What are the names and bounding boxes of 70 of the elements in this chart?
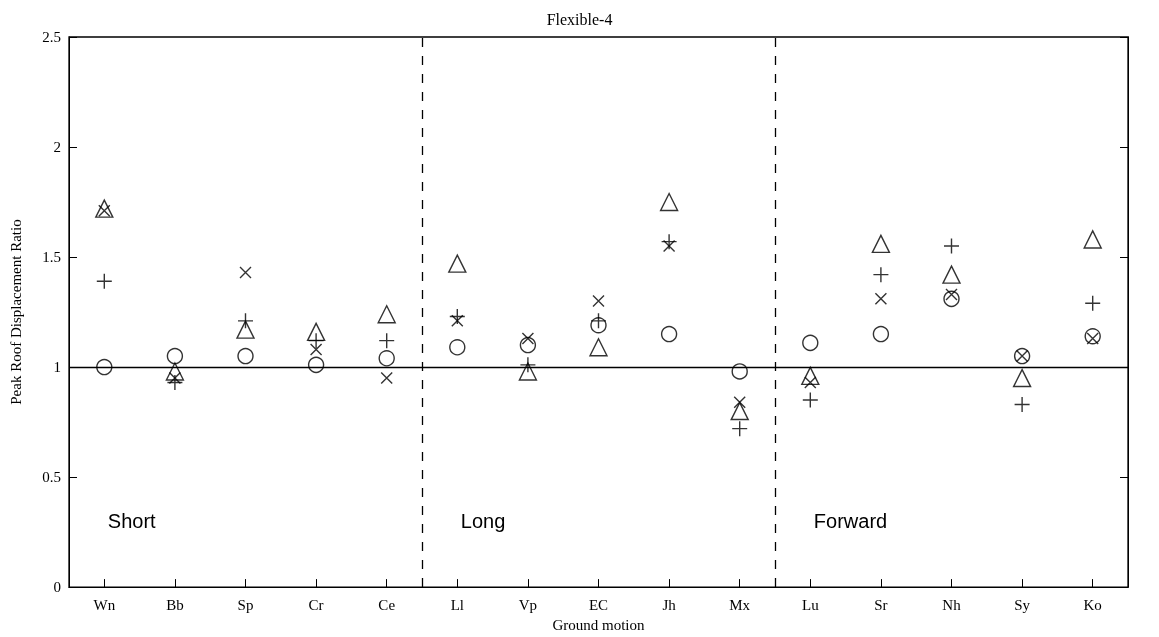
point — [449, 308, 466, 325]
x-axis-title: Ground motion — [552, 616, 646, 633]
point — [942, 265, 961, 284]
x-tick-label: Jh — [662, 596, 677, 613]
point — [943, 237, 960, 255]
y-tick-label: 0.5 — [42, 469, 61, 486]
point — [872, 325, 890, 343]
x-tick-label: Wn — [93, 596, 116, 613]
point — [309, 343, 323, 356]
x-tick-label: Nh — [942, 596, 962, 613]
point — [96, 358, 113, 376]
x-tick-label: Vp — [518, 596, 538, 613]
point — [165, 362, 185, 381]
x-tick-label: Sp — [237, 596, 254, 613]
annotation: Long — [460, 510, 506, 533]
point — [519, 336, 537, 354]
x-tick-label: Sy — [1014, 596, 1031, 613]
x-tick-label: Ko — [1083, 596, 1102, 613]
point — [659, 192, 679, 212]
point — [804, 376, 817, 389]
point — [1084, 328, 1101, 345]
y-tick-label: 1 — [53, 359, 61, 376]
point — [943, 290, 960, 308]
chart-title: Flexible-4 — [546, 10, 613, 28]
point — [1012, 368, 1032, 388]
point — [1013, 396, 1031, 413]
point — [448, 254, 467, 273]
point — [730, 401, 749, 421]
x-tick-label: Ll — [450, 596, 464, 613]
annotation: Forward — [813, 510, 888, 533]
x-tick-label: EC — [588, 596, 609, 613]
point — [378, 350, 395, 367]
y-tick-label: 0 — [53, 579, 61, 596]
point — [518, 362, 538, 381]
y-tick-label: 2 — [53, 139, 61, 156]
point — [802, 334, 819, 352]
y-axis-title: Peak Roof Displacement Ratio — [7, 219, 24, 405]
annotation: Short — [107, 510, 157, 533]
point — [592, 294, 605, 308]
point — [733, 396, 746, 409]
point — [306, 322, 326, 342]
point — [236, 320, 255, 339]
point — [1083, 230, 1102, 249]
point — [590, 317, 607, 334]
x-tick-label: Sr — [874, 596, 888, 613]
point — [589, 338, 608, 357]
point — [801, 366, 820, 386]
x-tick-label: Lu — [801, 596, 820, 613]
point — [307, 356, 325, 374]
point — [377, 305, 396, 324]
point — [166, 347, 184, 365]
y-tick-label: 2.5 — [42, 29, 61, 45]
point — [731, 363, 748, 380]
point — [239, 266, 252, 279]
point — [1086, 332, 1099, 345]
y-tick-label: 1.5 — [42, 249, 61, 266]
x-tick-label: Mx — [729, 596, 751, 613]
point — [521, 332, 535, 345]
point — [871, 234, 891, 254]
point — [660, 325, 678, 343]
point — [874, 292, 888, 306]
point — [449, 339, 466, 356]
point — [590, 312, 607, 330]
point — [237, 312, 254, 330]
point — [237, 347, 254, 365]
point — [380, 371, 393, 385]
point — [166, 374, 184, 391]
x-tick-label: Ce — [378, 596, 396, 613]
x-tick-label: Bb — [166, 596, 184, 613]
x-tick-label: Cr — [308, 596, 324, 613]
